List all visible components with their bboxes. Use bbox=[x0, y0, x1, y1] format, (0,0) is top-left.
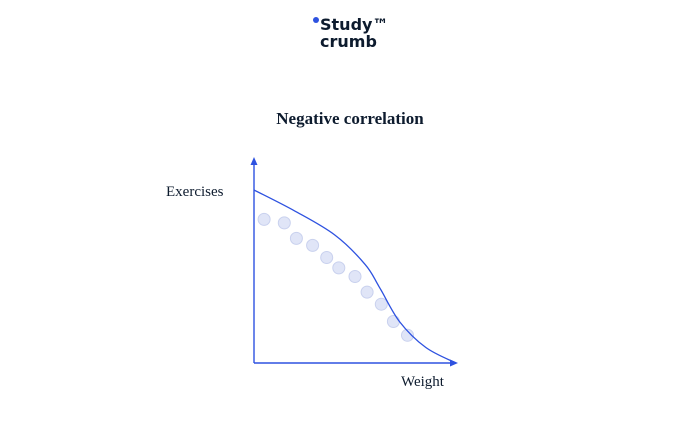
scatter-point bbox=[386, 315, 400, 328]
scatter-point bbox=[360, 285, 374, 299]
scatter-point bbox=[257, 212, 271, 226]
scatter-point bbox=[306, 238, 320, 252]
diagram-title: Negative correlation bbox=[276, 109, 424, 128]
scatter-points bbox=[257, 212, 414, 342]
y-axis bbox=[250, 157, 258, 363]
x-axis bbox=[254, 359, 458, 367]
y-axis-arrowhead bbox=[250, 157, 258, 165]
scatter-point bbox=[374, 297, 388, 311]
trend-curve bbox=[253, 189, 457, 364]
scatter-point bbox=[277, 216, 291, 230]
logo-dot-icon bbox=[313, 17, 319, 23]
studycrumb-logo: Study™ crumb bbox=[312, 14, 402, 54]
x-axis-label: Weight bbox=[401, 374, 444, 390]
logo-text-line1: Study™ bbox=[320, 15, 389, 34]
scatter-point bbox=[332, 261, 346, 275]
scatter-point bbox=[348, 270, 362, 283]
scatter-point bbox=[401, 328, 414, 342]
scatter-point bbox=[320, 251, 334, 264]
scatter-point bbox=[289, 231, 303, 245]
logo-text-line2: crumb bbox=[320, 32, 377, 51]
y-axis-label: Exercises bbox=[166, 184, 224, 200]
